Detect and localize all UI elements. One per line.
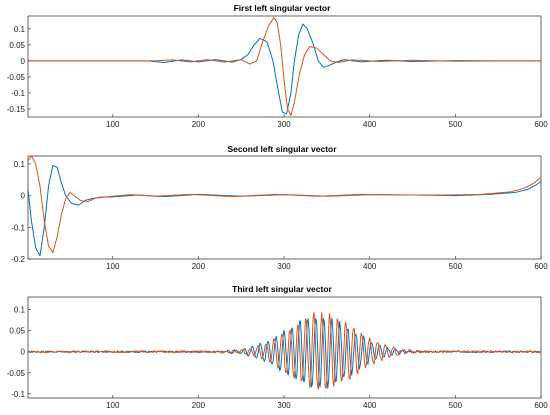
x-tick-label: 500 [449, 262, 463, 271]
y-tick-label: -0.15 [7, 105, 26, 114]
y-tick-label: 0 [21, 192, 26, 201]
subplot-2: Second left singular vector 100 200 300 400… [11, 144, 548, 271]
y-tick-label: 0.1 [14, 306, 26, 315]
subplot-3-title: Third left singular vector [232, 284, 332, 294]
y-tick-label: 0.05 [9, 327, 25, 336]
x-tick-label: 600 [534, 262, 548, 271]
y-tick-label: 0 [21, 57, 26, 66]
subplot-3: Third left singular vector 100 200 300 400 5… [7, 284, 548, 410]
subplot-3-axes [27, 296, 542, 399]
x-tick-label: 500 [449, 401, 463, 410]
subplot-2-title: Second left singular vector [227, 144, 337, 154]
y-tick-label: 0.1 [14, 160, 26, 169]
x-tick-label: 100 [106, 401, 120, 410]
y-tick-label: -0.05 [7, 73, 26, 82]
y-tick-label: -0.1 [11, 223, 25, 232]
x-tick-label: 400 [363, 120, 377, 129]
subplot-2-axes [27, 155, 542, 260]
y-tick-label: 0.05 [9, 41, 25, 50]
x-tick-label: 200 [192, 262, 206, 271]
y-tick-label: -0.2 [11, 255, 25, 264]
x-tick-label: 600 [534, 120, 548, 129]
subplot-1: First left singular vector 100 200 300 400 5… [7, 3, 548, 129]
subplot-1-series-1-line [28, 23, 541, 115]
subplot-3-series-2-line [27, 312, 542, 390]
subplot-2-series-2-line [27, 155, 542, 254]
x-tick-label: 200 [192, 120, 206, 129]
y-tick-label: -0.05 [7, 369, 26, 378]
x-tick-label: 200 [192, 401, 206, 410]
y-tick-label: -0.1 [11, 89, 25, 98]
x-tick-label: 600 [534, 401, 548, 410]
x-tick-label: 300 [277, 120, 291, 129]
x-tick-label: 500 [449, 120, 463, 129]
subplot-1-series-2-line [28, 17, 541, 116]
x-tick-label: 400 [363, 401, 377, 410]
subplot-2-series-1-line [27, 165, 542, 257]
subplot-1-title: First left singular vector [234, 3, 332, 13]
x-tick-label: 300 [277, 262, 291, 271]
x-tick-label: 300 [277, 401, 291, 410]
x-tick-label: 100 [106, 120, 120, 129]
x-tick-label: 100 [106, 262, 120, 271]
y-tick-label: -0.1 [11, 390, 25, 399]
subplot-1-axes [27, 15, 542, 118]
y-tick-label: 0 [21, 348, 26, 357]
x-tick-label: 400 [363, 262, 377, 271]
y-tick-label: 0.1 [14, 25, 26, 34]
